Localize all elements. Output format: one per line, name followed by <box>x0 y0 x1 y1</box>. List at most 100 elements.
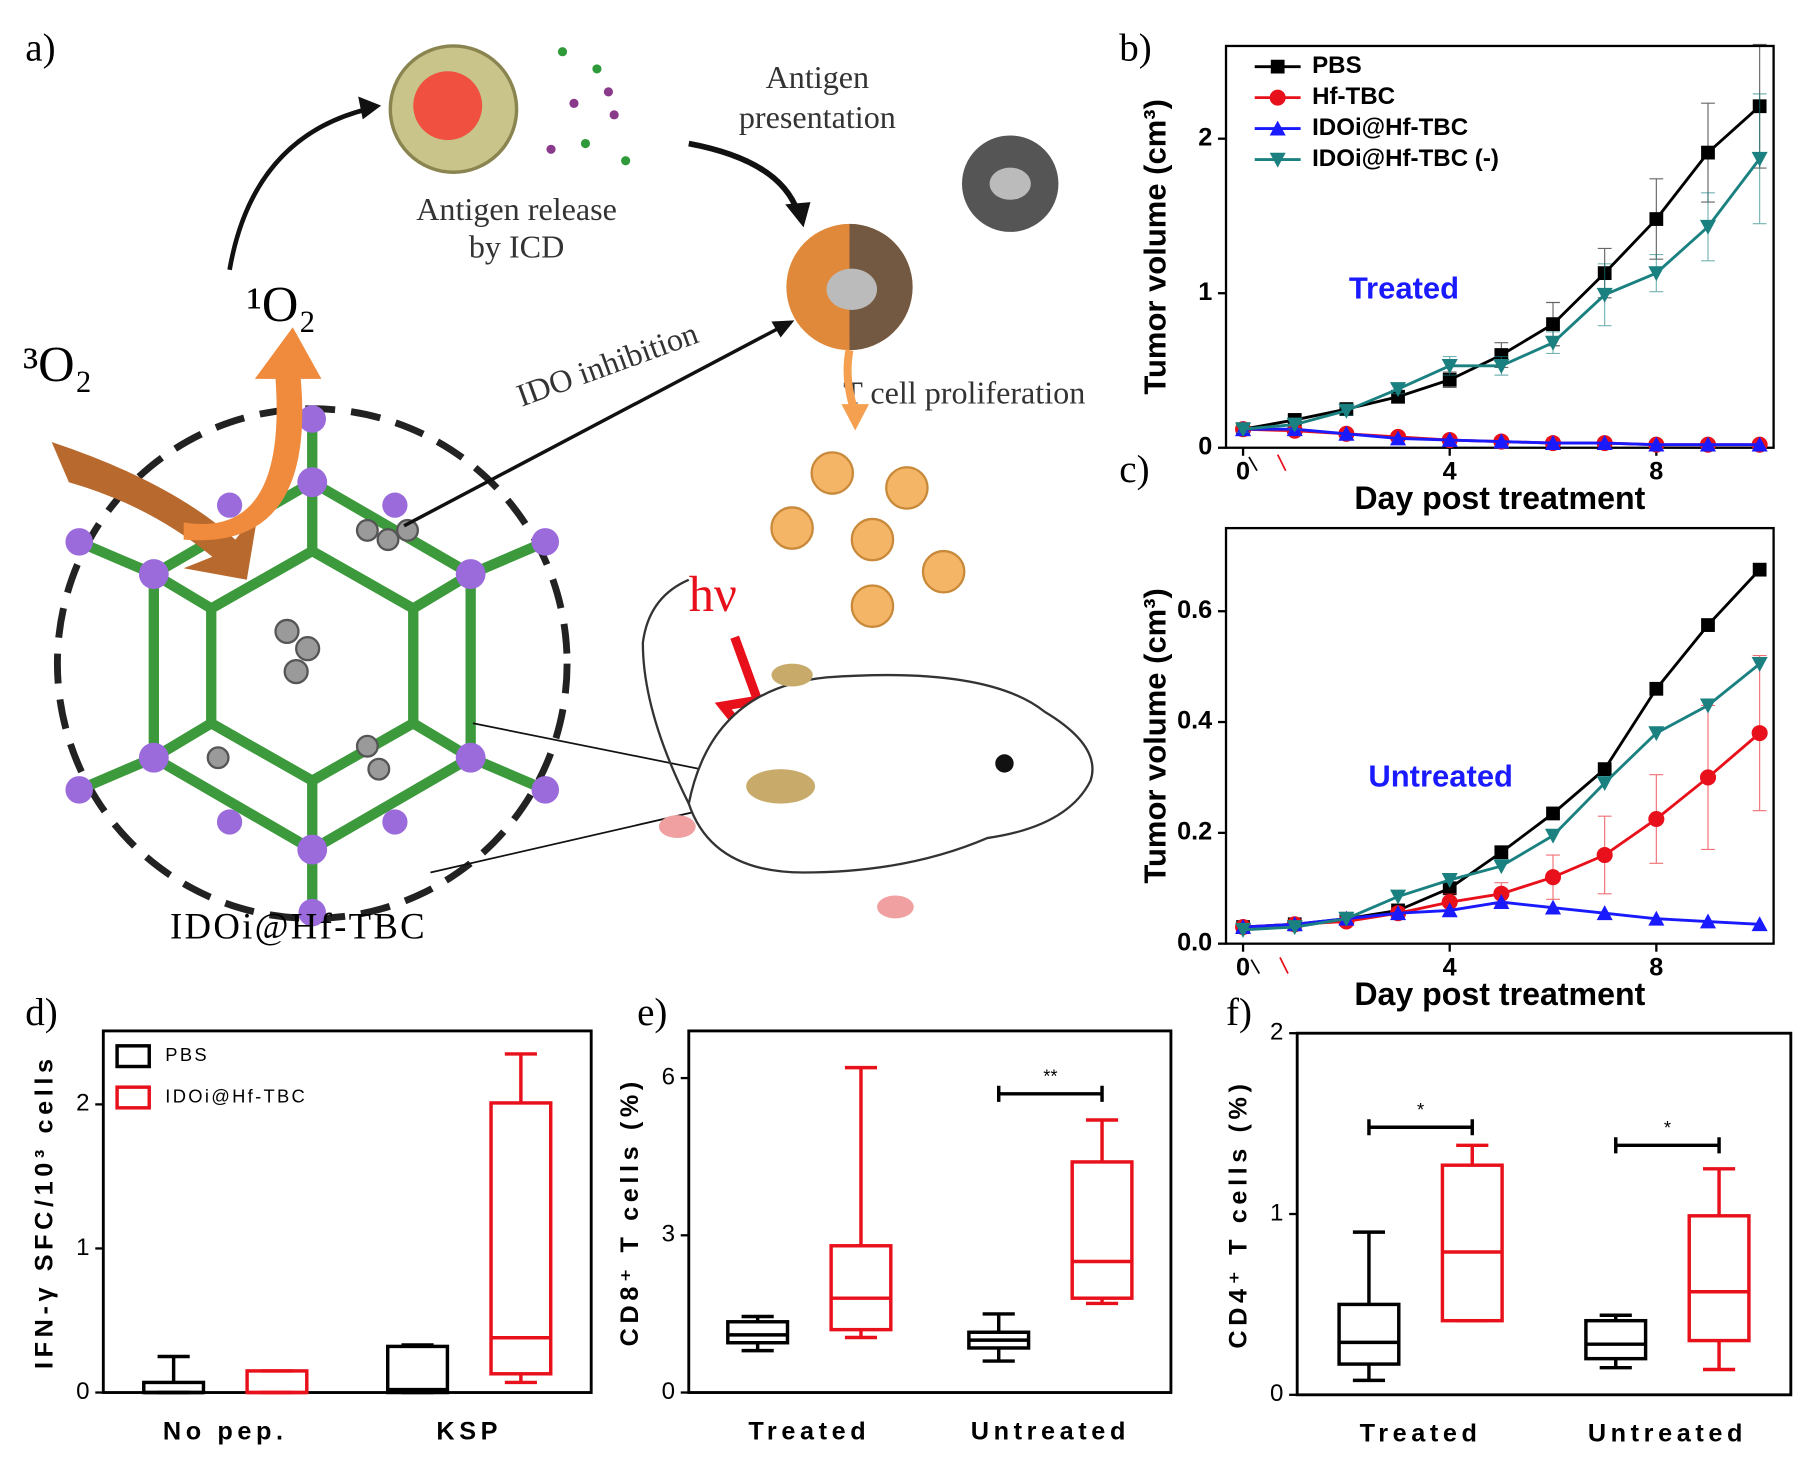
y-tick-label: 2 <box>1198 123 1212 151</box>
x-tick-label: 0 <box>1236 458 1250 486</box>
diagram-label: T cell proliferation <box>843 374 1085 410</box>
legend-marker <box>1270 59 1285 74</box>
y-tick-label: 0.6 <box>1177 596 1212 624</box>
x-tick-label: 8 <box>1649 954 1663 982</box>
marker <box>1544 335 1562 351</box>
plot-frame <box>687 1029 1173 1394</box>
marker <box>1648 436 1665 452</box>
box <box>1584 1318 1648 1361</box>
oxygen-arrow-in <box>51 442 259 580</box>
treatment-arrow <box>1276 454 1287 472</box>
significance-label: * <box>1664 1117 1671 1138</box>
arrow <box>403 325 782 528</box>
box <box>1440 1163 1504 1323</box>
x-tick-label: Treated <box>748 1417 870 1445</box>
marker <box>1338 425 1355 441</box>
marker <box>1286 920 1303 936</box>
whisker <box>1702 1167 1736 1372</box>
marker <box>1648 910 1665 926</box>
marker <box>1494 845 1509 860</box>
significance-bracket <box>1367 1119 1474 1136</box>
marker <box>1649 681 1664 696</box>
triplet-oxygen: ³O₂ <box>23 336 92 392</box>
t-cells <box>770 451 966 628</box>
marker <box>1390 905 1407 921</box>
y-axis-label: IFN-γ SFC/10³ cells <box>31 1054 59 1369</box>
marker <box>1235 422 1252 438</box>
y-tick-label: 0.2 <box>1177 818 1212 846</box>
box <box>489 1101 553 1376</box>
x-tick-label: 0 <box>1236 954 1250 982</box>
whisker <box>844 1065 878 1340</box>
mouse-body <box>687 673 1094 874</box>
mouse-eye <box>995 754 1014 773</box>
marker <box>1441 894 1458 911</box>
dendritic-cell-shade <box>849 223 913 351</box>
arrow <box>688 140 801 214</box>
significance-bracket <box>1614 1137 1721 1154</box>
marker <box>1701 618 1715 632</box>
nucleus <box>826 268 878 310</box>
panel-labels: a) b) c) d) e) f) <box>25 27 1252 1034</box>
y-axis-label: Tumor volume (cm³) <box>1137 99 1172 395</box>
marker <box>1544 899 1562 915</box>
x-tick-label: 8 <box>1649 458 1663 486</box>
legend-label: IDOi@Hf-TBC <box>165 1085 307 1106</box>
significance-bracket <box>997 1085 1104 1102</box>
treatment-arrow <box>1248 456 1258 472</box>
y-tick-label: 6 <box>662 1063 675 1090</box>
marker <box>1441 902 1458 918</box>
y-tick-label: 0 <box>662 1378 675 1405</box>
annotation: Untreated <box>1368 759 1513 794</box>
legend-marker <box>1269 152 1286 168</box>
arrowhead <box>358 96 382 120</box>
marker <box>1752 562 1767 577</box>
marker <box>1751 725 1768 742</box>
nucleus <box>989 167 1031 200</box>
arrow <box>227 106 368 271</box>
marker <box>1701 145 1715 160</box>
y-tick-label: 1 <box>76 1234 89 1261</box>
marker <box>1751 916 1768 932</box>
panel-label: d) <box>25 991 58 1034</box>
tumor <box>771 663 813 687</box>
legend-marker <box>1269 89 1286 106</box>
marker <box>1544 869 1562 886</box>
marker <box>1544 828 1562 844</box>
marker <box>1493 358 1510 374</box>
light-label: hν <box>689 566 737 622</box>
marker <box>1596 846 1613 864</box>
whisker <box>1352 1230 1386 1383</box>
y-tick-label: 2 <box>1270 1019 1283 1046</box>
treatment-arrow <box>1250 959 1261 974</box>
legend-label: PBS <box>165 1044 209 1065</box>
whisker <box>982 1312 1015 1363</box>
y-tick-label: 2 <box>76 1090 89 1117</box>
singlet-oxygen: ¹O₂ <box>247 277 316 333</box>
whisker <box>1599 1313 1632 1370</box>
x-axis-label: Day post treatment <box>1354 480 1645 516</box>
marker <box>1441 873 1458 888</box>
marker <box>1751 151 1768 167</box>
significance-label: ** <box>1043 1066 1057 1087</box>
marker <box>1649 212 1664 226</box>
x-axis-label: Day post treatment <box>1354 976 1645 1012</box>
mouse-tail <box>641 578 690 805</box>
mof-nodes <box>65 405 560 927</box>
marker <box>1699 436 1717 452</box>
panel-label: e) <box>637 991 667 1034</box>
marker <box>1699 219 1717 235</box>
marker <box>1596 435 1613 451</box>
box <box>726 1320 790 1345</box>
marker <box>1699 769 1717 786</box>
whisker <box>504 1052 537 1385</box>
y-tick-label: 1 <box>1270 1199 1283 1226</box>
x-tick-label: Treated <box>1360 1420 1482 1448</box>
x-tick-label: Untreated <box>1588 1420 1747 1448</box>
mouse-paw <box>658 815 696 839</box>
oxygen-arrow-out <box>183 327 322 541</box>
arrowhead <box>771 320 795 338</box>
antigens <box>546 47 631 166</box>
x-tick-label: 4 <box>1443 954 1457 982</box>
